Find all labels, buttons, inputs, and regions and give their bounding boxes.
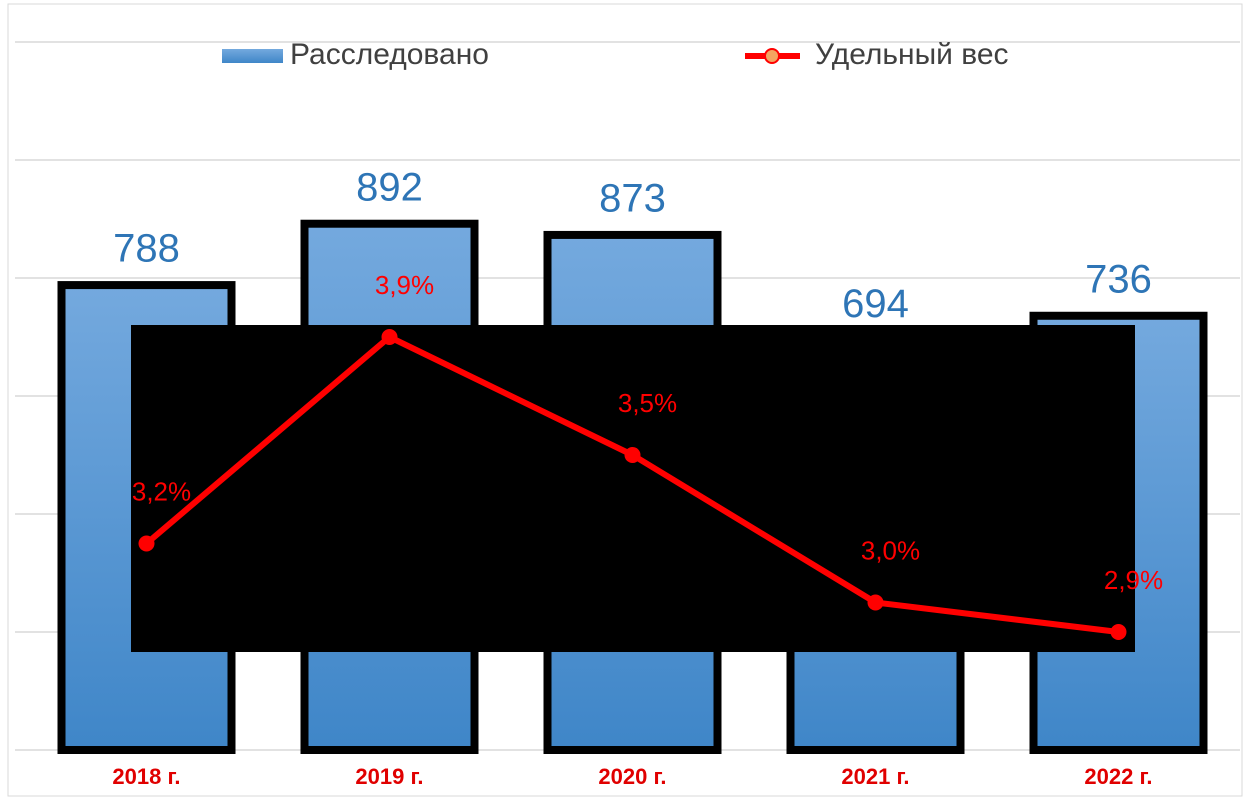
x-tick-label: 2019 г. xyxy=(355,764,423,789)
legend-swatch-bar xyxy=(222,49,283,63)
line-point xyxy=(867,594,884,611)
legend-label: Расследовано xyxy=(290,38,489,71)
bar-value-label: 736 xyxy=(1085,257,1152,301)
x-tick-label: 2018 г. xyxy=(112,764,180,789)
line-value-label: 3,9% xyxy=(375,270,434,300)
bar-value-label: 873 xyxy=(599,176,666,220)
x-tick-label: 2022 г. xyxy=(1084,764,1152,789)
x-tick-label: 2020 г. xyxy=(598,764,666,789)
bar-value-label: 892 xyxy=(356,165,423,209)
x-tick-label: 2021 г. xyxy=(841,764,909,789)
line-value-label: 3,0% xyxy=(861,535,920,565)
line-point xyxy=(1110,624,1127,640)
legend-label: Удельный вес xyxy=(815,38,1009,71)
legend-marker xyxy=(764,48,780,64)
line-point xyxy=(138,535,155,552)
line-value-label: 2,9% xyxy=(1104,565,1163,595)
line-value-label: 3,2% xyxy=(132,476,191,506)
line-point xyxy=(381,329,398,345)
redaction-box xyxy=(131,325,1135,652)
line-point xyxy=(624,447,641,463)
bar-value-label: 788 xyxy=(113,227,180,271)
bar-value-label: 694 xyxy=(842,282,909,326)
line-value-label: 3,5% xyxy=(618,388,677,418)
